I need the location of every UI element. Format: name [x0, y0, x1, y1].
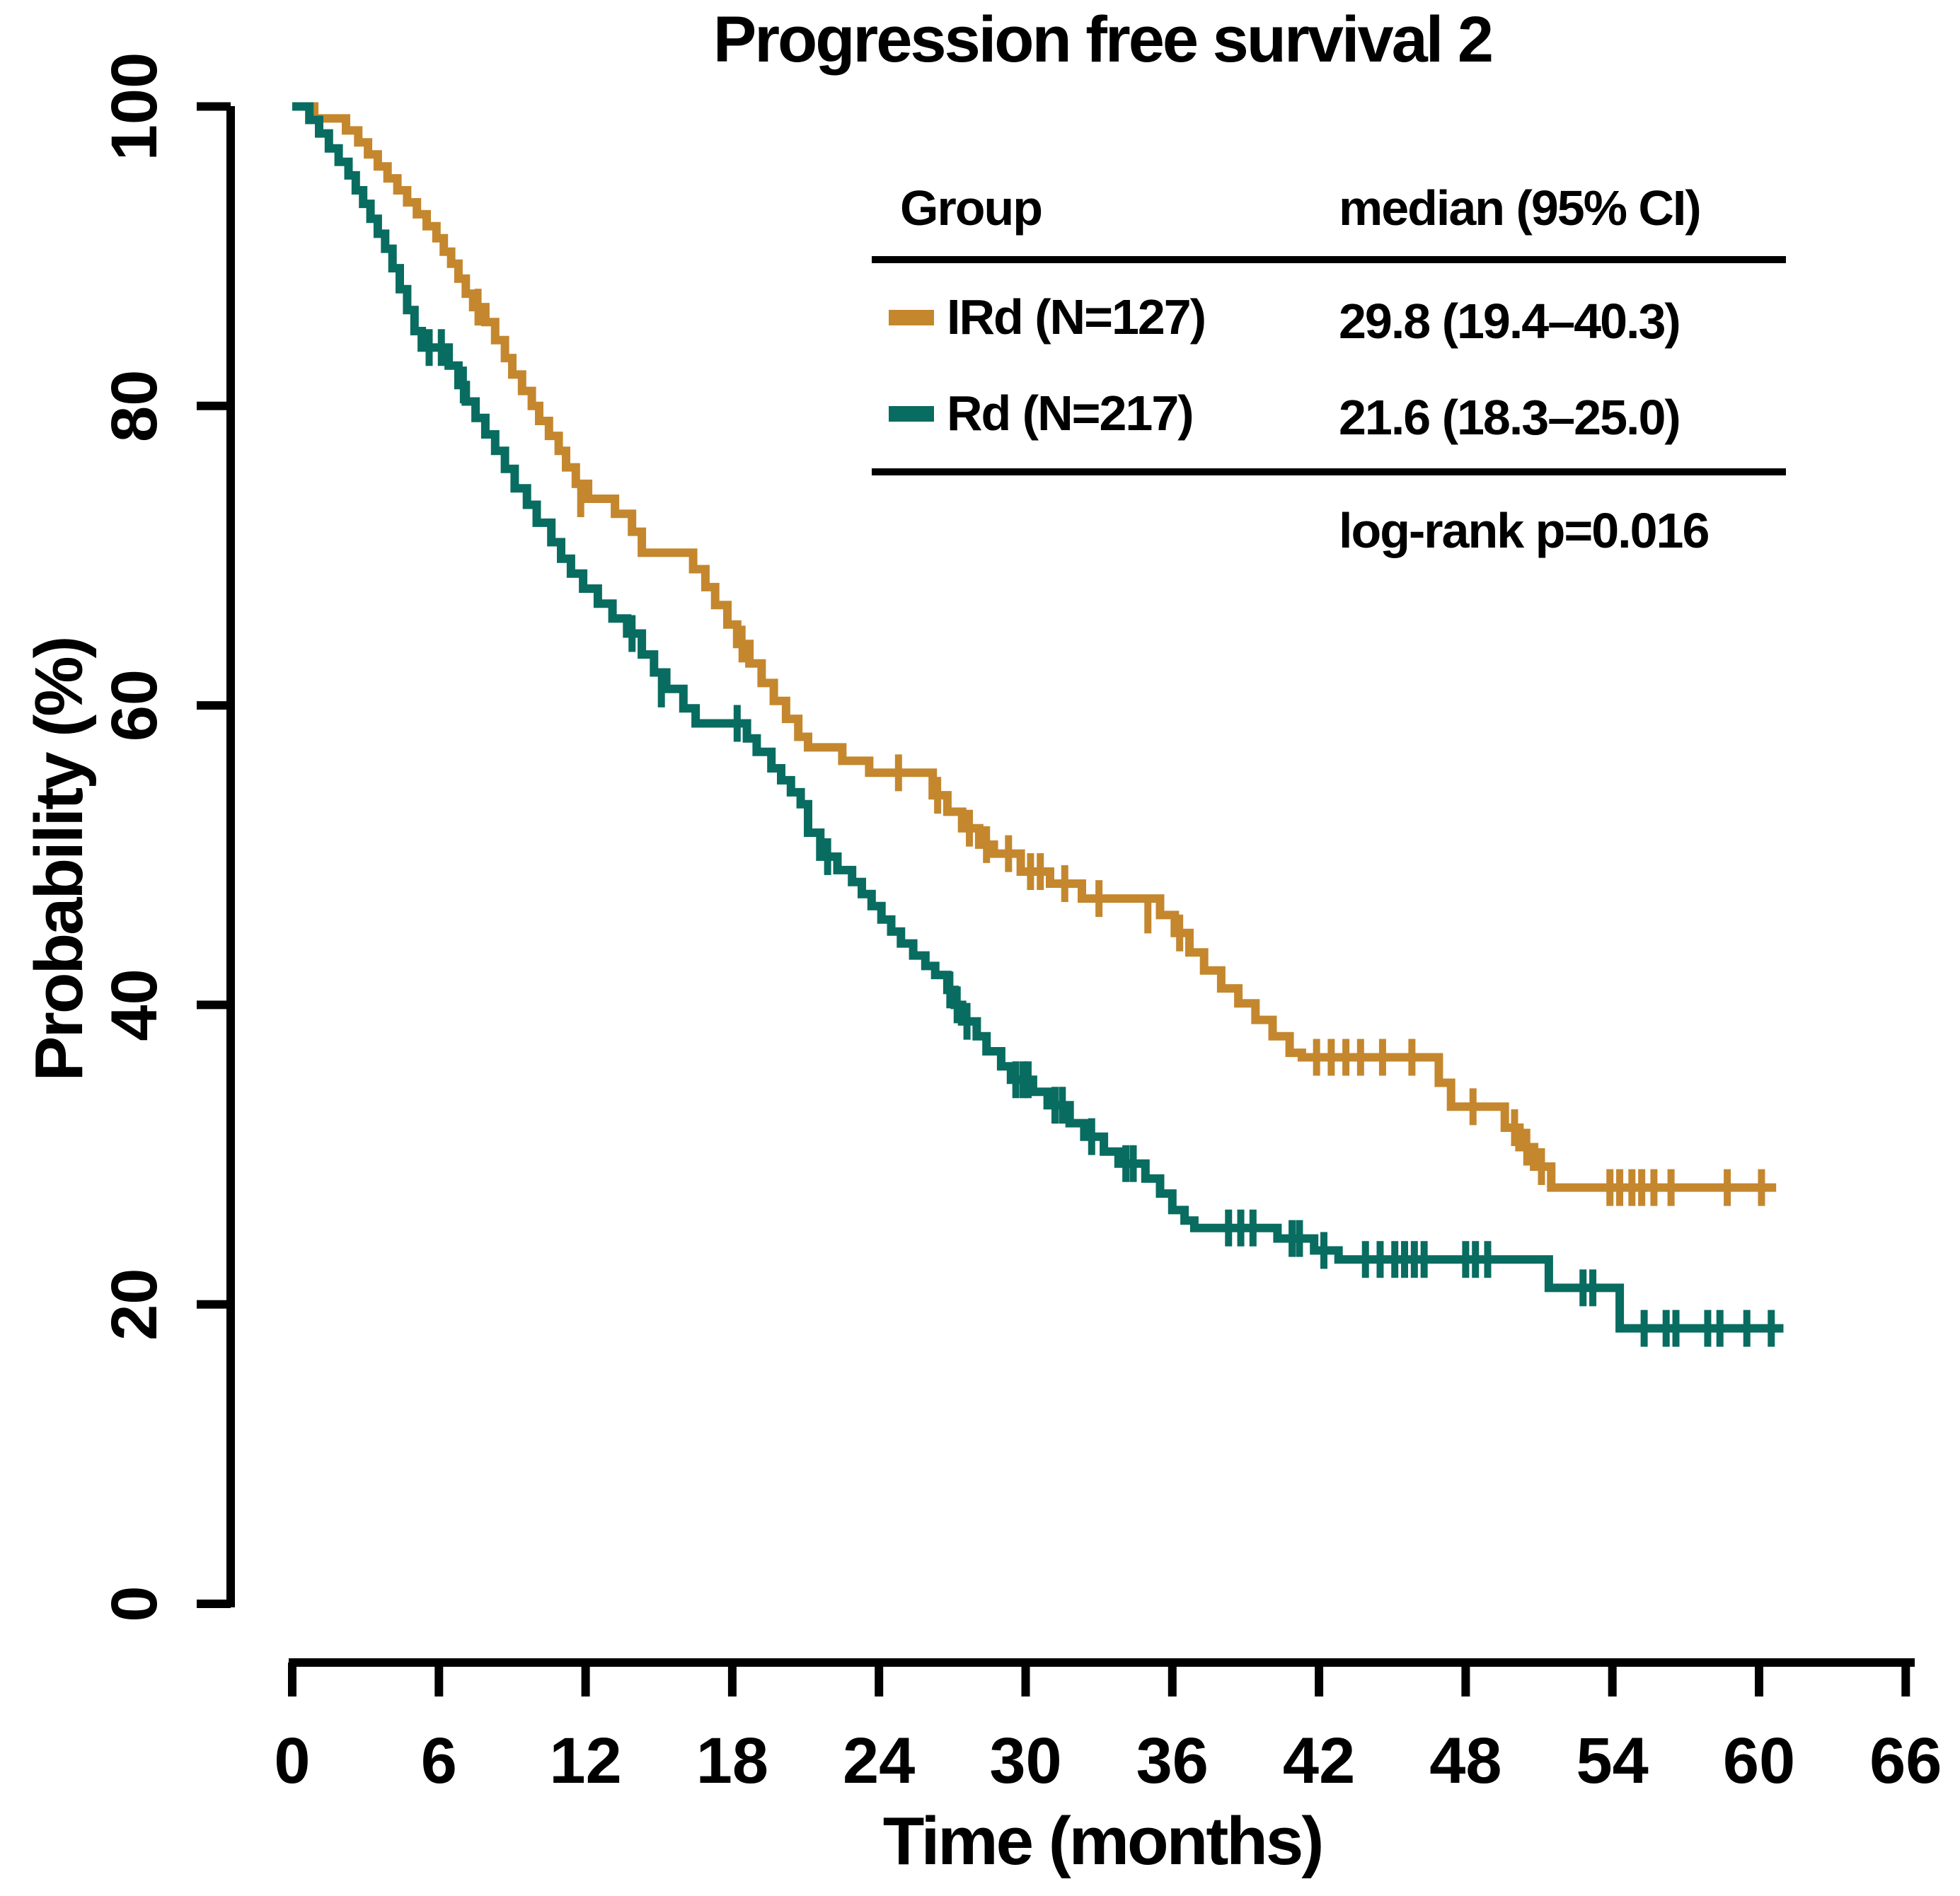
x-tick-label: 36: [1136, 1725, 1209, 1797]
y-tick-label: 0: [98, 1585, 171, 1622]
x-tick-label: 24: [843, 1725, 915, 1797]
legend-label-ird: IRd (N=127): [947, 289, 1206, 345]
legend-median-ird: 29.8 (19.4–40.3): [1339, 294, 1681, 349]
x-tick-label: 6: [421, 1725, 457, 1797]
x-tick-label: 30: [989, 1725, 1061, 1797]
x-tick-label: 42: [1283, 1725, 1355, 1797]
km-curve-ird: [292, 102, 1777, 1192]
y-tick-label: 20: [98, 1268, 171, 1341]
y-tick-label: 60: [98, 669, 171, 741]
x-tick-label: 0: [274, 1725, 310, 1797]
legend-swatch-rd: [889, 406, 934, 422]
legend-header-median: median (95% CI): [1339, 180, 1702, 236]
y-tick-label: 40: [98, 969, 171, 1041]
logrank-pvalue: log-rank p=0.016: [1339, 503, 1710, 558]
y-axis-label: Probability (%): [21, 637, 97, 1082]
x-axis-label: Time (months): [882, 1803, 1325, 1879]
legend-rule-top: [872, 256, 1786, 263]
y-tick-label: 80: [98, 370, 171, 442]
y-tick-label: 100: [98, 52, 171, 161]
x-tick-label: 12: [549, 1725, 621, 1797]
chart-title: Progression free survival 2: [713, 4, 1494, 76]
legend-median-rd: 21.6 (18.3–25.0): [1339, 390, 1681, 445]
x-tick-label: 48: [1429, 1725, 1501, 1797]
legend-rule-bottom: [872, 468, 1786, 475]
x-tick-label: 54: [1576, 1725, 1649, 1797]
legend-label-rd: Rd (N=217): [947, 386, 1194, 441]
x-tick-label: 66: [1869, 1725, 1942, 1797]
km-curve-rd: [292, 102, 1784, 1333]
x-tick-label: 18: [696, 1725, 768, 1797]
legend-table: Group median (95% CI) IRd (N=127) 29.8 (…: [872, 175, 1786, 600]
legend-header-group: Group: [900, 180, 1043, 236]
x-tick-label: 60: [1723, 1725, 1795, 1797]
legend-swatch-ird: [889, 310, 934, 325]
